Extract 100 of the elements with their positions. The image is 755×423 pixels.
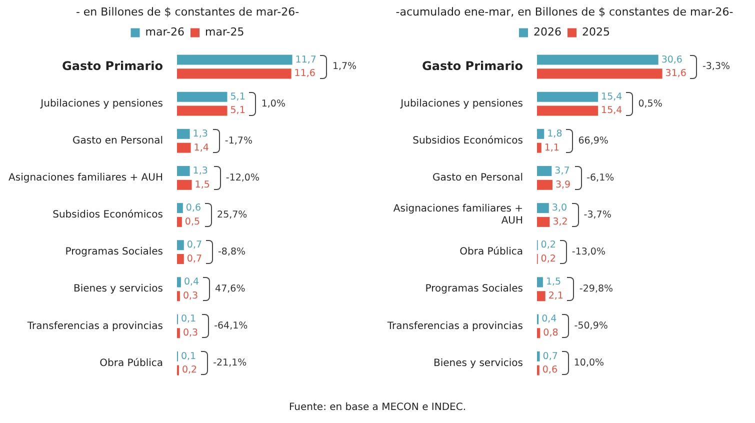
bar [537,277,543,288]
data-label: 3,7 [554,165,570,176]
bar [537,68,662,79]
data-label: 5,1 [230,91,246,102]
y-tick-label: Gasto Primario [62,58,163,73]
bar [177,92,228,102]
data-label: 30,6 [661,54,682,66]
bar [537,203,549,214]
data-label: 1,1 [544,142,560,154]
y-tick-label: Subsidios Económicos [412,135,523,146]
bar [177,128,190,139]
data-label: 3,2 [552,216,568,228]
y-tick-label: Asignaciones familiares + AUH [8,172,163,184]
data-label: 1,5 [546,276,562,288]
y-tick-label: Gasto en Personal [72,135,163,146]
y-tick-label: Asignaciones familiares + AUH [393,204,523,227]
annotation: -21,1% [213,358,247,369]
y-tick-label: Bienes y servicios [433,358,523,369]
y-tick-label: Transferencias a provincias [386,320,523,332]
annotation: -3,7% [584,209,612,220]
bar [177,166,190,176]
bar [537,166,552,176]
data-label: 0,2 [540,253,556,264]
legend-label: 2026 [534,26,562,39]
y-tick-label: Jubilaciones y pensiones [400,98,523,110]
data-label: 11,6 [294,68,316,80]
y-tick-label: Bienes y servicios [73,284,163,295]
data-label: 0,8 [543,328,558,339]
legend-label: mar-26 [145,26,185,39]
annotation: -13,0% [572,246,606,258]
data-label: 2,1 [548,290,564,302]
data-label: 1,5 [194,179,210,190]
bar [177,203,183,214]
data-label: 0,1 [180,314,196,325]
bar [537,328,540,338]
annotation: 47,6% [215,284,246,295]
data-label: 0,3 [182,328,198,339]
bar [177,142,191,153]
annotation: -6,1% [586,172,614,184]
bar [177,328,180,338]
y-tick-label: Programas Sociales [425,284,523,295]
y-tick-label: Gasto Primario [422,58,523,73]
data-label: 15,4 [601,105,622,116]
data-label: 1,4 [194,142,209,154]
bar [537,291,546,302]
source-note: Fuente: en base a MECON e INDEC. [288,402,468,413]
bar [537,106,598,116]
bar [177,216,182,227]
legend-label: mar-25 [205,26,244,39]
data-label: 1,3 [192,128,208,140]
bar [177,106,228,116]
data-label: 0,7 [542,350,558,362]
annotation: -29,8% [579,284,614,295]
text: -3,3% [702,61,730,72]
bar [177,254,184,264]
annotation: -8,8% [218,246,246,258]
bar [537,351,540,362]
text: 1,7% [332,61,357,72]
data-label: 0,2 [182,364,198,376]
annotation: 1,0% [261,98,286,110]
annotation: -1,7% [224,135,252,146]
y-tick-label: Obra Pública [100,358,163,369]
data-label: 11,7 [295,54,316,66]
annotation: 66,9% [578,135,608,146]
data-label: 0,1 [180,350,196,362]
y-tick-label: Obra Pública [460,246,523,258]
data-label: 3,0 [552,202,568,214]
data-label: 5,1 [230,105,246,116]
data-label: 0,3 [182,290,198,302]
data-label: 15,4 [601,91,622,102]
bar [177,277,181,288]
annotation: 10,0% [574,358,604,369]
data-label: 0,7 [186,253,202,264]
annotation: 25,7% [217,209,248,220]
annotation: -50,9% [574,320,608,332]
bar [537,54,658,65]
bar [537,128,544,139]
bar [177,291,180,302]
annotation: -64,1% [214,320,248,332]
y-tick-label: Jubilaciones y pensiones [40,98,163,110]
bar [537,92,598,102]
y-tick-label: Gasto en Personal [432,172,523,184]
data-label: 3,9 [555,179,571,190]
legend-label: 2025 [582,26,610,39]
bar [177,180,192,190]
data-label: 0,4 [184,276,200,288]
bar [177,68,292,79]
data-label: 0,2 [540,240,556,251]
chart-title: - en Billones de $ constantes de mar-26- [76,5,300,18]
data-label: 0,6 [186,202,202,214]
annotation: -12,0% [226,172,260,184]
bar [537,216,550,227]
data-label: 1,8 [547,128,562,140]
bar [537,180,552,190]
data-label: 0,6 [542,364,558,376]
data-label: 0,4 [542,314,557,325]
chart-title: -acumulado ene-mar, en Billones de $ constantes de mar-26- [396,5,734,18]
data-label: 0,7 [186,240,202,251]
y-tick-label: Subsidios Económicos [52,210,163,221]
y-tick-label: Transferencias a provincias [26,320,163,332]
